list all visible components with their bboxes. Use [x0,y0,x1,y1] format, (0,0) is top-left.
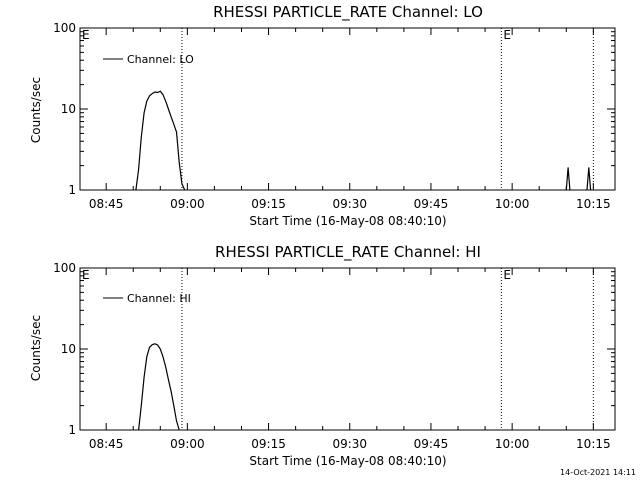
panel-hi-x-axis: 08:45 09:00 09:15 09:30 09:45 10:00 10:15 [89,268,611,451]
panel-hi-xlabel: Start Time (16-May-08 08:40:10) [249,454,446,468]
panel-lo-legend: Channel: LO [103,53,194,66]
panel-hi-y-axis: 1 10 100 [53,261,615,437]
y-tick-label: 10 [61,102,76,116]
y-tick-label: 100 [53,21,76,35]
series-line-lo [135,90,186,191]
panel-lo-event-markers: E [181,28,594,190]
panel-hi-title: RHESSI PARTICLE_RATE Channel: HI [215,243,481,262]
panel-lo-title: RHESSI PARTICLE_RATE Channel: LO [213,3,483,22]
x-tick-label: 09:00 [170,197,205,211]
event-marker-label: E [503,28,511,42]
panel-hi-legend: Channel: HI [103,292,191,305]
x-tick-label: 10:00 [495,437,530,451]
x-tick-label: 09:45 [414,197,449,211]
series-line-lo [565,167,571,191]
series-line-hi [138,343,180,431]
panel-lo-legend-label: Channel: LO [127,53,194,66]
y-tick-label: 10 [61,342,76,356]
panel-lo-x-axis: 08:45 09:00 09:15 09:30 09:45 10:00 10:15 [89,28,611,211]
x-tick-label: 09:45 [414,437,449,451]
series-line-lo [586,167,592,191]
x-tick-label: 09:00 [170,437,205,451]
y-tick-label: 1 [68,183,76,197]
panel-lo-y-axis: 1 10 100 [53,21,615,197]
x-tick-label: 08:45 [89,197,124,211]
panel-lo-edge-marker: E [82,28,90,42]
panel-hi-ylabel: Counts/sec [29,315,43,381]
x-tick-label: 09:15 [251,437,286,451]
y-tick-label: 1 [68,423,76,437]
panel-hi-event-markers: E [181,268,594,430]
x-tick-label: 10:00 [495,197,530,211]
panel-hi: RHESSI PARTICLE_RATE Channel: HI Counts/… [29,243,616,468]
panel-lo-xlabel: Start Time (16-May-08 08:40:10) [249,214,446,228]
y-tick-label: 100 [53,261,76,275]
x-tick-label: 09:30 [332,197,367,211]
panel-hi-series [138,343,180,431]
x-tick-label: 10:15 [576,197,611,211]
x-tick-label: 10:15 [576,437,611,451]
x-tick-label: 09:15 [251,197,286,211]
footer-timestamp: 14-Oct-2021 14:11 [560,468,636,477]
panel-hi-legend-label: Channel: HI [127,292,191,305]
panel-lo-series [135,90,592,191]
x-tick-label: 08:45 [89,437,124,451]
panel-lo: RHESSI PARTICLE_RATE Channel: LO Counts/… [29,3,616,228]
panel-lo-ylabel: Counts/sec [29,77,43,143]
panel-hi-edge-marker: E [82,268,90,282]
x-tick-label: 09:30 [332,437,367,451]
event-marker-label: E [503,268,511,282]
